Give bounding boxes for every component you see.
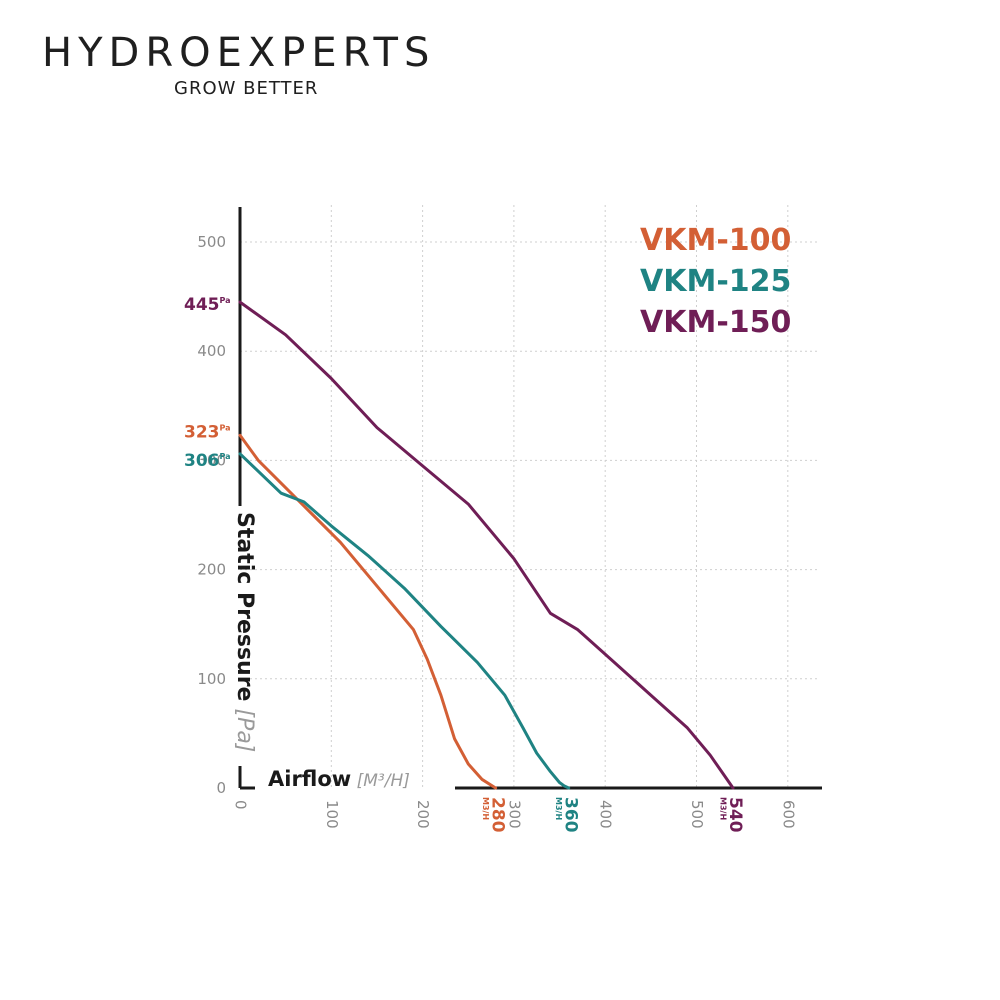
max-pressure-label: 306Pa (184, 451, 231, 471)
y-tick-label: 100 (197, 670, 226, 688)
brand-logo: HYDROEXPERTS (42, 30, 436, 76)
x-axis-unit: [M³/H] (351, 771, 410, 791)
y-axis-title-text: Static Pressure (232, 512, 257, 701)
max-pressure-value: 306 (184, 451, 220, 471)
brand-tagline: GROW BETTER (174, 78, 319, 99)
x-tick-label: 400 (597, 800, 615, 829)
x-tick-label: 0 (232, 800, 250, 810)
max-pressure-label: 323Pa (184, 422, 231, 442)
x-tick-label: 500 (688, 800, 706, 829)
legend-item-vkm-150: VKM-150 (640, 305, 791, 340)
y-tick-label: 200 (197, 561, 226, 579)
x-axis-title: Airflow [M³/H] (268, 767, 410, 791)
max-airflow-unit: M3/H (481, 797, 490, 820)
legend-item-vkm-125: VKM-125 (640, 264, 791, 299)
chart-axes: 0 100 200 300 400 500 0 100 200 300 400 500 600 Stati… (197, 207, 822, 829)
y-axis-unit: [Pa] (232, 701, 257, 752)
x-tick-label: 300 (505, 800, 523, 829)
max-pressure-unit: Pa (220, 296, 231, 305)
max-airflow-value: 360 (561, 797, 581, 833)
x-axis-title-text: Airflow (268, 767, 351, 791)
y-tick-label: 0 (216, 779, 226, 797)
series-line-vkm-100 (238, 433, 498, 790)
y-tick-label: 400 (197, 342, 226, 360)
max-pressure-label: 445Pa (184, 295, 231, 315)
chart-curves (238, 300, 735, 790)
x-tick-label: 600 (779, 800, 797, 829)
series-line-vkm-125 (238, 452, 571, 790)
max-airflow-value: 280 (488, 797, 508, 833)
y-axis-title: Static Pressure [Pa] (232, 512, 257, 752)
chart-labels: VKM-100323Pa280M3/HVKM-125306Pa360M3/HVK… (184, 223, 791, 833)
x-tick-label: 200 (414, 800, 432, 829)
max-pressure-unit: Pa (220, 452, 231, 461)
series-line-vkm-150 (238, 300, 735, 790)
max-pressure-value: 445 (184, 295, 220, 315)
max-airflow-unit: M3/H (719, 797, 728, 820)
chart-grid (240, 205, 820, 788)
brand-header: HYDROEXPERTS GROW BETTER (0, 0, 1000, 120)
x-tick-label: 100 (323, 800, 341, 829)
max-airflow-value: 540 (725, 797, 745, 833)
y-tick-label: 300 (197, 451, 226, 469)
y-tick-label: 500 (197, 233, 226, 251)
legend-item-vkm-100: VKM-100 (640, 223, 791, 258)
max-pressure-value: 323 (184, 422, 220, 442)
max-pressure-unit: Pa (220, 423, 231, 432)
max-airflow-unit: M3/H (554, 797, 563, 820)
